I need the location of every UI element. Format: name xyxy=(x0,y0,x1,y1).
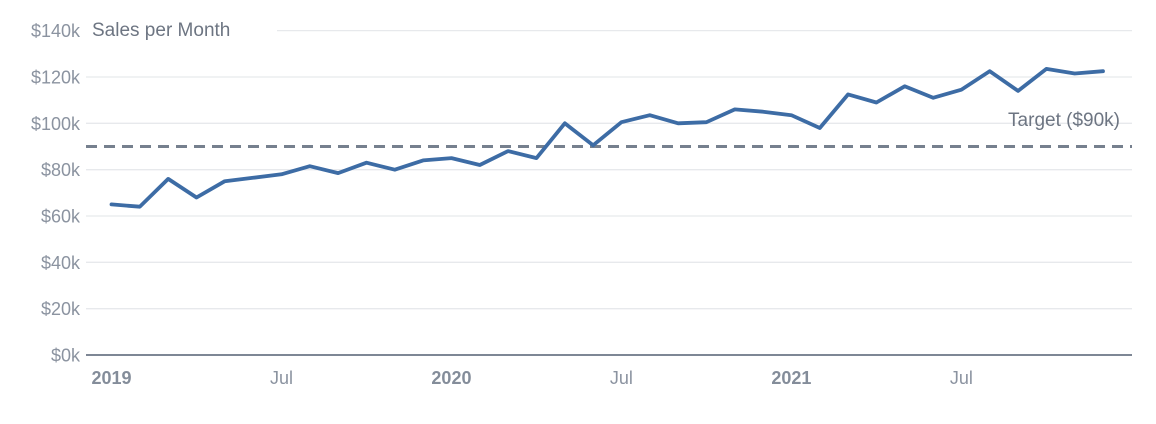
x-tick-year-label: 2019 xyxy=(91,368,131,388)
y-tick-label: $20k xyxy=(41,299,81,319)
y-tick-label: $80k xyxy=(41,160,81,180)
chart-title: Sales per Month xyxy=(92,20,231,41)
y-tick-label: $40k xyxy=(41,253,81,273)
y-tick-label: $0k xyxy=(51,346,81,366)
target-line-label: Target ($90k) xyxy=(1008,110,1120,131)
sales-series-line xyxy=(109,67,1105,209)
x-tick-year-label: 2021 xyxy=(771,368,811,388)
y-tick-label: $100k xyxy=(31,114,81,134)
x-tick-month-label: Jul xyxy=(610,368,633,388)
x-tick-month-label: Jul xyxy=(950,368,973,388)
x-tick-month-label: Jul xyxy=(270,368,293,388)
y-tick-label: $120k xyxy=(31,67,81,87)
y-tick-label: $60k xyxy=(41,206,81,226)
y-tick-label: $140k xyxy=(31,21,81,41)
x-tick-year-label: 2020 xyxy=(431,368,471,388)
